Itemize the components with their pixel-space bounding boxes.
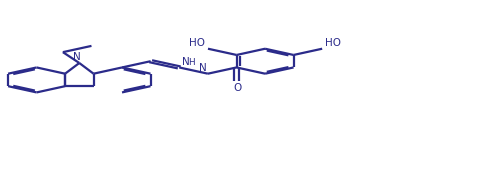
Text: O: O xyxy=(233,83,241,93)
Text: HO: HO xyxy=(189,38,205,48)
Text: HO: HO xyxy=(324,38,340,48)
Text: H: H xyxy=(187,58,194,67)
Text: N: N xyxy=(182,57,189,67)
Text: N: N xyxy=(198,63,206,73)
Text: N: N xyxy=(73,52,81,62)
